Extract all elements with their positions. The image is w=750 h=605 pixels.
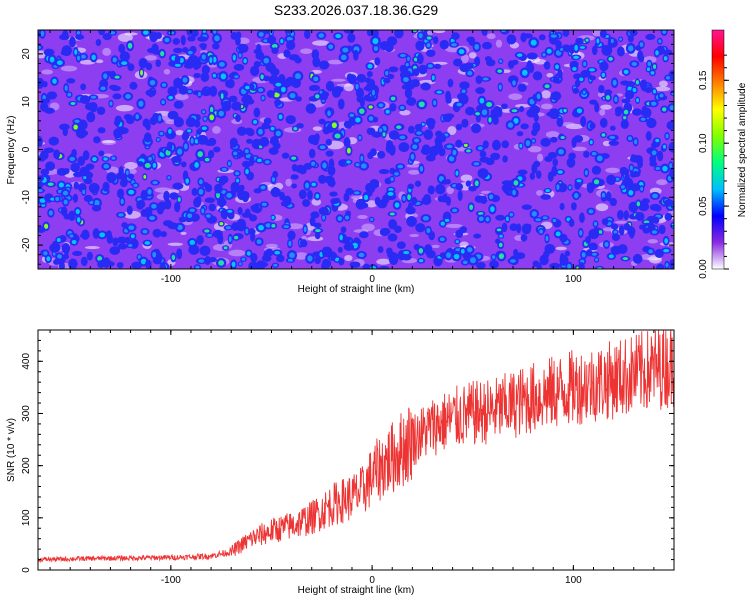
colorbar: 0.00 0.05 0.10 0.15 Normalized spectral amp… (698, 29, 748, 279)
snr-y-tick-label: 100 (21, 509, 32, 526)
snr-y-tick-label: 0 (21, 567, 32, 573)
snr-series-line (38, 330, 674, 564)
snr-x-tick-label: 0 (369, 575, 375, 586)
spectrogram-y-tick-label: 10 (21, 96, 32, 108)
spectrogram-y-tick-label: -20 (21, 237, 32, 252)
spectrogram-y-tick-label: 0 (21, 146, 32, 152)
snr-plot-area (38, 330, 674, 570)
snr-frame (37, 329, 675, 571)
chart-title: S233.2026.037.18.36.G29 (274, 2, 438, 18)
spectrogram-x-tick-label: -100 (161, 274, 181, 285)
spectrogram-xlabel: Height of straight line (km) (298, 284, 415, 295)
spectrogram-x-tick-label: 100 (565, 274, 582, 285)
colorbar-frame (711, 29, 725, 270)
spectrogram-y-tick-label: -10 (21, 190, 32, 205)
colorbar-tick-label: 0.10 (698, 133, 709, 153)
spectrogram-x-tick-label: 0 (369, 274, 375, 285)
colorbar-tick-label: 0.15 (698, 70, 709, 90)
spectrogram-ylabel: Frequency (Hz) (6, 116, 17, 185)
colorbar-gradient (712, 30, 724, 269)
snr-y-tick-label: 400 (21, 353, 32, 370)
snr-ylabel: SNR (10 * v/v) (6, 418, 17, 482)
snr-panel: -100 0 100 0 100 200 300 400 Height of straight… (6, 329, 675, 596)
colorbar-tick-label: 0.00 (698, 259, 709, 279)
snr-y-tick-label: 200 (21, 457, 32, 474)
colorbar-tick-label: 0.05 (698, 196, 709, 216)
colorbar-label: Normalized spectral amplitude (737, 82, 748, 217)
snr-y-tick-label: 300 (21, 405, 32, 422)
snr-x-tick-label: -100 (161, 575, 181, 586)
snr-x-tick-label: 100 (565, 575, 582, 586)
snr-xlabel: Height of straight line (km) (298, 585, 415, 596)
colorbar-ticks: 0.00 0.05 0.10 0.15 (698, 54, 729, 279)
spectrogram-blobs (38, 30, 674, 269)
snr-ticks: -100 0 100 0 100 200 300 400 (21, 330, 675, 586)
spectrogram-y-tick-label: 20 (21, 48, 32, 60)
